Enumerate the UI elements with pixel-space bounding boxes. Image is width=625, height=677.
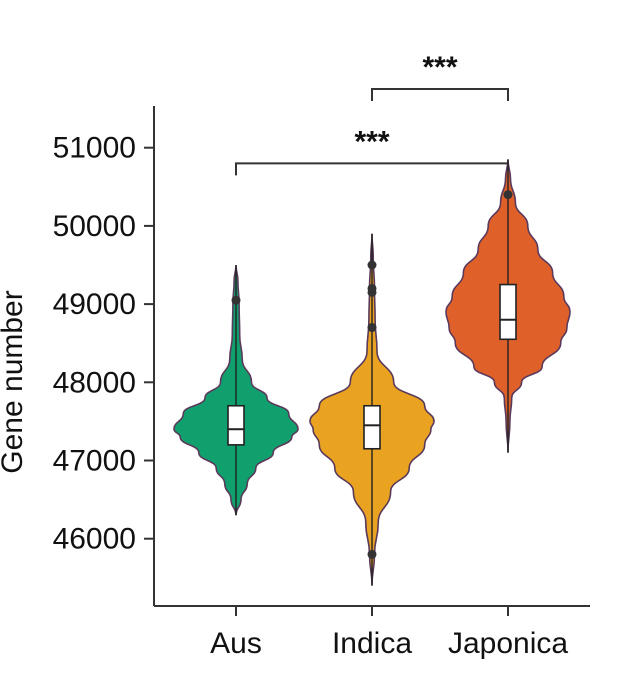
significance-label: *** bbox=[422, 51, 457, 84]
outlier-point bbox=[231, 295, 241, 305]
box bbox=[499, 283, 517, 341]
y-tick-label: 50000 bbox=[53, 210, 136, 243]
x-tick-label: Indica bbox=[332, 627, 412, 660]
violin-group-indica bbox=[309, 233, 435, 586]
violin-group-aus bbox=[173, 264, 299, 516]
outlier-point bbox=[503, 190, 513, 200]
outlier-point bbox=[367, 549, 377, 559]
violins bbox=[173, 159, 571, 586]
x-axis-ticks: Aus Indica Japonica bbox=[210, 606, 568, 660]
violin-group-japonica bbox=[445, 159, 571, 453]
box bbox=[227, 404, 245, 446]
y-tick-label: 47000 bbox=[53, 445, 136, 478]
y-axis-label: Gene number bbox=[0, 290, 29, 473]
x-tick-label: Aus bbox=[210, 627, 262, 660]
outlier-point bbox=[367, 260, 377, 270]
y-tick-label: 51000 bbox=[53, 132, 136, 165]
significance-bracket bbox=[235, 162, 509, 176]
significance-label: *** bbox=[354, 125, 389, 158]
significance-bracket bbox=[371, 88, 509, 102]
significance-brackets: *** *** bbox=[235, 51, 509, 176]
y-axis-ticks: 46000 47000 48000 49000 50000 51000 bbox=[53, 132, 154, 556]
y-tick-label: 49000 bbox=[53, 288, 136, 321]
x-tick-label: Japonica bbox=[448, 627, 568, 660]
y-tick-label: 48000 bbox=[53, 366, 136, 399]
outlier-point bbox=[367, 283, 377, 293]
outlier-point bbox=[367, 323, 377, 333]
box bbox=[363, 404, 381, 450]
y-tick-label: 46000 bbox=[53, 523, 136, 556]
